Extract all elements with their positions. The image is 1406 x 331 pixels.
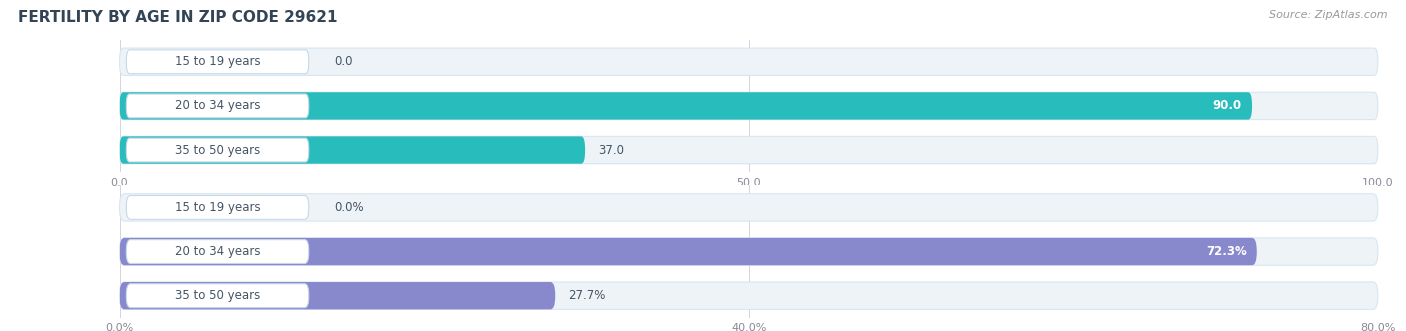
- Text: FERTILITY BY AGE IN ZIP CODE 29621: FERTILITY BY AGE IN ZIP CODE 29621: [18, 10, 337, 25]
- Text: 20 to 34 years: 20 to 34 years: [174, 245, 260, 258]
- FancyBboxPatch shape: [127, 284, 309, 307]
- FancyBboxPatch shape: [127, 240, 309, 263]
- FancyBboxPatch shape: [120, 92, 1251, 119]
- Text: Source: ZipAtlas.com: Source: ZipAtlas.com: [1270, 10, 1388, 20]
- FancyBboxPatch shape: [120, 48, 1378, 75]
- Text: 35 to 50 years: 35 to 50 years: [174, 144, 260, 157]
- Text: 15 to 19 years: 15 to 19 years: [174, 55, 260, 68]
- Text: 35 to 50 years: 35 to 50 years: [174, 289, 260, 302]
- FancyBboxPatch shape: [120, 136, 1378, 164]
- FancyBboxPatch shape: [120, 238, 1257, 265]
- Text: 90.0: 90.0: [1213, 99, 1241, 113]
- Text: 15 to 19 years: 15 to 19 years: [174, 201, 260, 214]
- FancyBboxPatch shape: [120, 282, 555, 309]
- FancyBboxPatch shape: [120, 282, 1378, 309]
- Text: 0.0: 0.0: [335, 55, 353, 68]
- FancyBboxPatch shape: [127, 138, 309, 162]
- FancyBboxPatch shape: [127, 94, 309, 118]
- Text: 72.3%: 72.3%: [1206, 245, 1247, 258]
- FancyBboxPatch shape: [120, 194, 1378, 221]
- Text: 0.0%: 0.0%: [335, 201, 364, 214]
- FancyBboxPatch shape: [120, 238, 1378, 265]
- FancyBboxPatch shape: [127, 196, 309, 219]
- FancyBboxPatch shape: [120, 92, 1378, 119]
- FancyBboxPatch shape: [127, 50, 309, 74]
- Text: 20 to 34 years: 20 to 34 years: [174, 99, 260, 113]
- Text: 37.0: 37.0: [598, 144, 624, 157]
- Text: 27.7%: 27.7%: [568, 289, 605, 302]
- FancyBboxPatch shape: [120, 136, 585, 164]
